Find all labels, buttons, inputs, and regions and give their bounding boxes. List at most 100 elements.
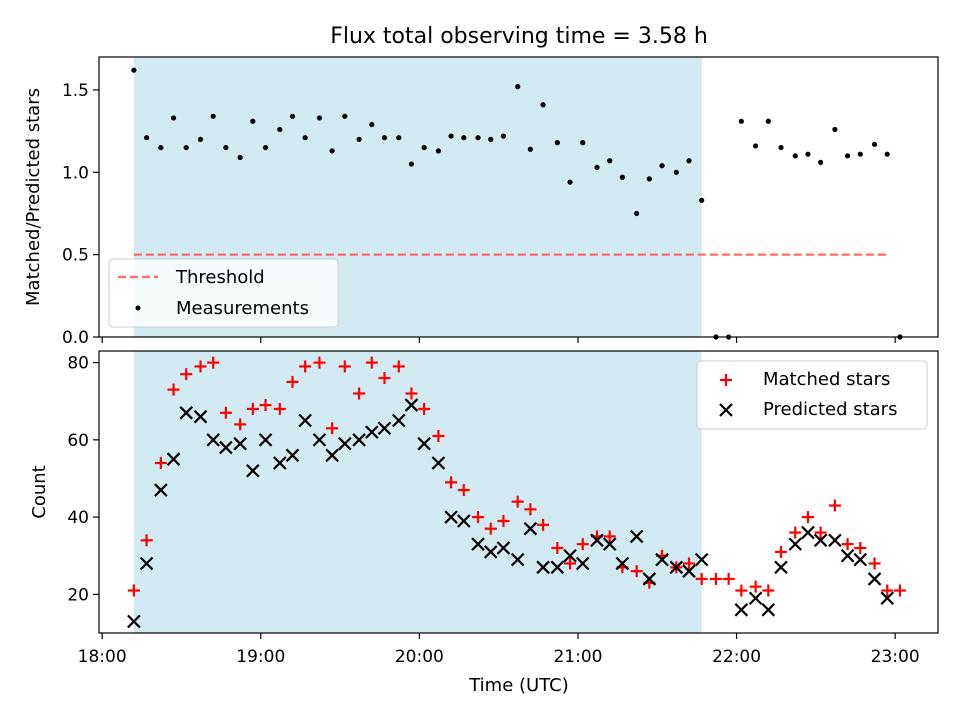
matched-star-point bbox=[497, 514, 510, 527]
matched-star-point bbox=[140, 534, 153, 547]
x-tick-label: 22:00 bbox=[712, 647, 761, 667]
matched-star-point bbox=[881, 584, 894, 597]
predicted-star-point bbox=[417, 436, 431, 451]
predicted-star-point bbox=[179, 406, 194, 420]
measurement-point bbox=[396, 135, 402, 141]
x-tick-label: 20:00 bbox=[395, 647, 444, 667]
predicted-star-point bbox=[377, 421, 392, 436]
matched-star-point bbox=[299, 360, 312, 373]
x-tick-label: 19:00 bbox=[236, 647, 285, 667]
panel-ratio-marks bbox=[131, 67, 903, 340]
panel-ratio-x-ticks bbox=[101, 337, 896, 343]
predicted-star-point bbox=[563, 548, 577, 563]
y-tick-label: 80 bbox=[67, 354, 89, 374]
panel-count-legend: Matched stars Predicted stars bbox=[696, 360, 928, 430]
measurement-point bbox=[302, 135, 308, 141]
measurement-point bbox=[884, 151, 890, 157]
matched-star-point bbox=[774, 545, 787, 558]
measurement-point bbox=[646, 176, 652, 182]
predicted-star-point bbox=[325, 448, 339, 463]
predicted-star-point bbox=[457, 514, 471, 528]
predicted-star-point bbox=[590, 533, 604, 548]
predicted-star-point bbox=[575, 556, 590, 571]
measurement-point bbox=[408, 161, 415, 167]
measurement-point bbox=[515, 84, 521, 90]
panel-count-marks bbox=[127, 356, 906, 629]
predicted-star-point bbox=[801, 525, 815, 540]
matched-star-point bbox=[313, 356, 326, 369]
measurement-point bbox=[143, 135, 150, 141]
predicted-star-point bbox=[127, 614, 141, 629]
legend-measurements-label: Measurements bbox=[176, 298, 309, 319]
predicted-star-point bbox=[602, 537, 617, 551]
matched-star-point bbox=[194, 360, 207, 373]
panel-count-y-axis: 20 40 60 80 bbox=[67, 354, 99, 605]
measurement-point bbox=[871, 141, 878, 147]
predicted-star-point bbox=[734, 603, 749, 617]
matched-star-point bbox=[630, 565, 643, 578]
predicted-star-point bbox=[258, 433, 273, 447]
predicted-star-point bbox=[273, 456, 287, 470]
panel-ratio: 0.0 0.5 1.0 1.5 Matched/Predicted stars Thr… bbox=[23, 56, 939, 348]
measurement-point bbox=[738, 118, 744, 124]
x-axis-label: Time (UTC) bbox=[468, 675, 569, 696]
matched-star-point bbox=[551, 542, 564, 555]
predicted-star-point bbox=[338, 436, 352, 451]
measurement-point bbox=[488, 136, 494, 142]
predicted-star-point bbox=[550, 560, 565, 575]
matched-star-point bbox=[762, 584, 775, 597]
predicted-star-point bbox=[483, 545, 498, 559]
matched-star-point bbox=[167, 383, 180, 396]
measurement-point bbox=[131, 67, 137, 73]
measurement-point bbox=[527, 146, 533, 152]
measurement-point bbox=[223, 144, 229, 151]
matched-star-point bbox=[457, 484, 470, 497]
predicted-star-point bbox=[510, 552, 525, 567]
predicted-star-point bbox=[880, 591, 895, 606]
measurement-point bbox=[580, 140, 586, 146]
matched-star-point bbox=[353, 387, 366, 400]
panel-ratio-legend-box bbox=[108, 258, 339, 328]
measurement-point bbox=[554, 140, 560, 146]
matched-star-point bbox=[392, 360, 405, 373]
matched-star-point bbox=[893, 584, 906, 597]
y-tick-label: 40 bbox=[67, 508, 89, 528]
y-tick-label: 60 bbox=[67, 431, 89, 451]
panel-ratio-ylabel: Matched/Predicted stars bbox=[23, 88, 44, 306]
matched-star-point bbox=[511, 495, 524, 508]
measurement-point bbox=[567, 179, 573, 185]
measurement-point bbox=[197, 136, 204, 142]
legend-matched-swatch bbox=[720, 374, 732, 386]
matched-star-point bbox=[207, 356, 220, 369]
legend-matched-label: Matched stars bbox=[763, 369, 890, 390]
matched-star-point bbox=[365, 356, 378, 369]
measurement-point bbox=[805, 151, 811, 157]
matched-star-point bbox=[828, 499, 841, 512]
predicted-star-point bbox=[391, 413, 406, 428]
matched-star-point bbox=[709, 572, 722, 585]
matched-star-point bbox=[246, 402, 259, 415]
predicted-star-point bbox=[840, 548, 855, 563]
predicted-star-point bbox=[206, 433, 220, 447]
legend-measurements-swatch bbox=[135, 305, 141, 311]
panel-ratio-y-axis: 0.0 0.5 1.0 1.5 bbox=[62, 81, 99, 348]
measurement-point bbox=[342, 113, 348, 119]
matched-star-point bbox=[749, 580, 762, 593]
predicted-star-point bbox=[154, 483, 168, 497]
y-tick-label: 20 bbox=[67, 585, 89, 605]
measurement-point bbox=[250, 118, 256, 124]
matched-star-point bbox=[326, 422, 339, 435]
measurement-point bbox=[659, 163, 665, 169]
predicted-star-point bbox=[828, 533, 842, 548]
predicted-star-point bbox=[404, 398, 419, 412]
matched-star-point bbox=[801, 511, 814, 524]
x-tick-label: 23:00 bbox=[871, 647, 920, 667]
matched-star-point bbox=[603, 530, 616, 543]
predicted-star-point bbox=[682, 564, 696, 578]
measurement-point bbox=[435, 148, 442, 154]
matched-star-point bbox=[735, 584, 748, 597]
measurement-point bbox=[183, 144, 189, 151]
matched-star-point bbox=[418, 402, 431, 415]
